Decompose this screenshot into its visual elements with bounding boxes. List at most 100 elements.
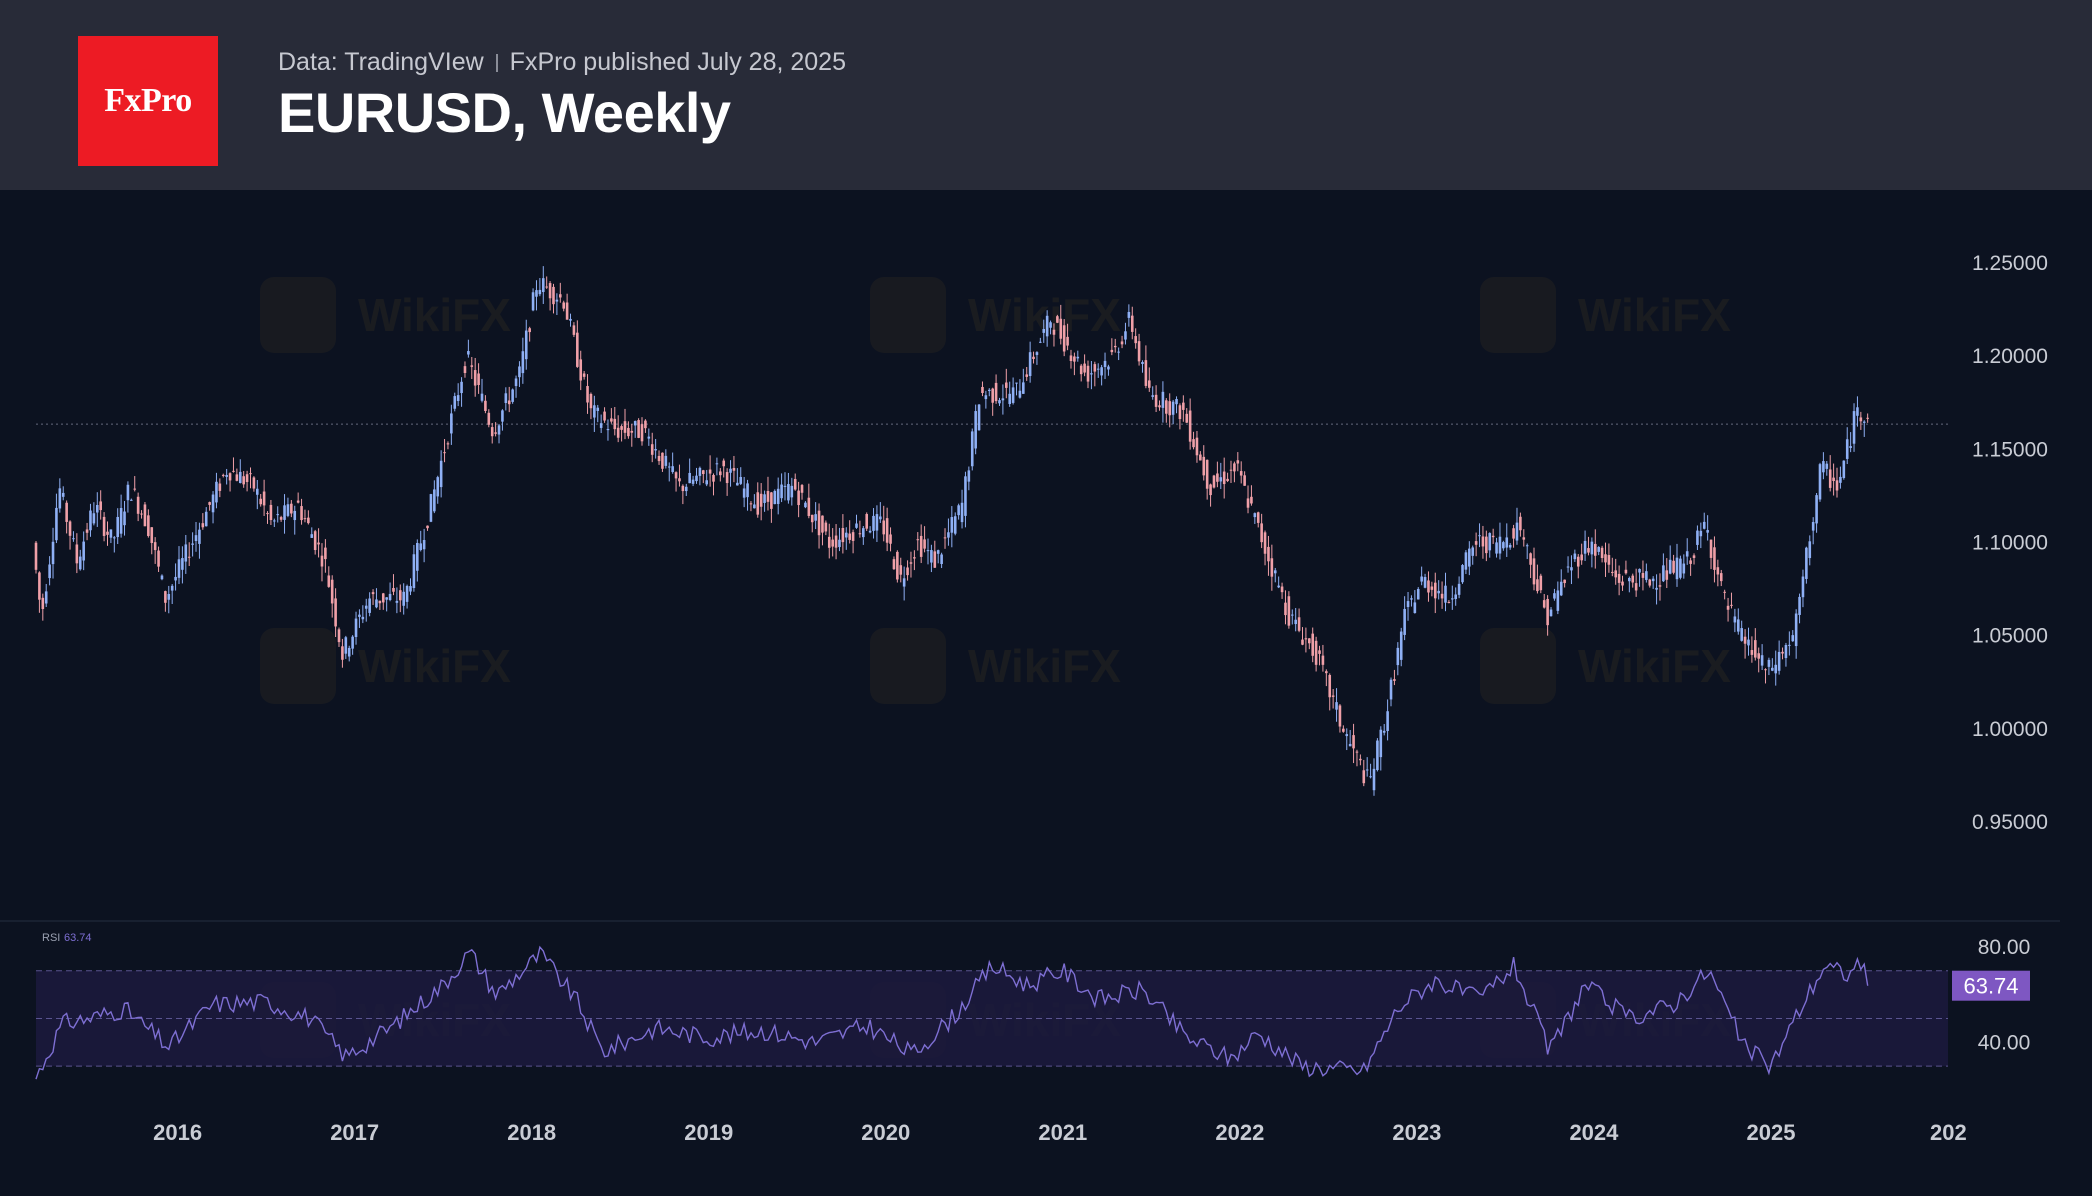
candle-body <box>1086 365 1090 382</box>
candle-body <box>970 431 974 467</box>
candle-body <box>606 429 610 431</box>
candle-body <box>426 525 429 529</box>
candle-body <box>1723 591 1726 593</box>
candle-body <box>810 514 814 523</box>
price-tick-label: 1.15000 <box>1972 438 2048 461</box>
candle-body <box>82 541 85 561</box>
candle-body <box>1474 541 1478 545</box>
candle-body <box>1624 569 1628 574</box>
candle-body <box>1505 537 1509 548</box>
candle-body <box>576 332 579 367</box>
candle-body <box>1239 471 1243 476</box>
candle-body <box>463 366 467 374</box>
candle-body <box>960 502 964 523</box>
candle-body <box>1682 563 1686 574</box>
candle-body <box>1832 477 1835 482</box>
candle-body <box>385 597 388 600</box>
candle-body <box>892 559 896 570</box>
candle-body <box>1515 522 1519 541</box>
candle-body <box>1185 413 1189 423</box>
candle-body <box>1743 636 1747 644</box>
candle-body <box>1587 548 1590 553</box>
watermark-logo-icon <box>260 277 336 353</box>
candle-body <box>838 539 841 548</box>
candle-body <box>739 477 743 484</box>
rsi-tick-label: 40.00 <box>1978 1031 2031 1054</box>
candle-body <box>964 476 967 516</box>
candle-body <box>613 418 617 430</box>
candle-body <box>950 517 954 533</box>
candle-body <box>1110 349 1114 353</box>
candle-body <box>1399 631 1403 660</box>
candle-body <box>555 299 559 302</box>
candle-body <box>902 578 906 587</box>
candle-body <box>422 540 426 550</box>
candle-body <box>99 501 102 511</box>
candle-body <box>736 482 739 486</box>
candle-body <box>1246 498 1250 508</box>
candle-body <box>916 539 920 541</box>
candle-body <box>1273 570 1277 574</box>
candle-body <box>1423 577 1427 588</box>
candle-body <box>1416 589 1420 600</box>
candle-body <box>552 286 555 305</box>
candle-body <box>729 468 732 473</box>
watermark-text: WikiFX <box>968 640 1121 692</box>
candle-body <box>1512 528 1515 539</box>
candle-body <box>378 600 382 604</box>
candle-body <box>1862 421 1866 423</box>
candle-body <box>1427 580 1430 593</box>
candle-body <box>511 389 514 402</box>
candle-body <box>1212 475 1216 488</box>
candle-body <box>1284 602 1287 616</box>
candle-body <box>262 491 266 506</box>
candle-body <box>1685 551 1689 557</box>
candle-body <box>1672 560 1675 573</box>
candle-body <box>1314 640 1318 665</box>
candle-body <box>1655 587 1658 590</box>
candle-body <box>484 400 487 411</box>
candle-body <box>1481 536 1485 547</box>
candle-body <box>1243 475 1246 486</box>
candle-body <box>824 522 828 532</box>
candle-body <box>531 292 535 311</box>
candle-body <box>538 289 542 295</box>
candle-body <box>521 351 525 374</box>
candle-body <box>919 535 923 557</box>
candle-body <box>1583 540 1587 554</box>
candle-body <box>858 533 862 535</box>
candle-body <box>565 302 569 320</box>
candle-body <box>443 452 446 454</box>
candle-body <box>647 436 651 439</box>
candle-body <box>1699 530 1703 537</box>
candle-body <box>831 539 834 547</box>
candle-body <box>1059 318 1063 339</box>
candle-body <box>780 484 783 499</box>
price-tick-label: 1.20000 <box>1972 345 2048 368</box>
candle-body <box>65 502 68 522</box>
candle-body <box>834 535 838 548</box>
candle-body <box>548 283 552 299</box>
candle-body <box>776 488 780 504</box>
candle-body <box>324 547 327 560</box>
candle-body <box>1658 585 1662 587</box>
candle-body <box>1035 352 1039 355</box>
candle-body <box>994 382 998 402</box>
candle-body <box>1760 655 1764 666</box>
candle-body <box>1777 651 1781 671</box>
candle-body <box>896 551 899 580</box>
candle-body <box>1372 768 1376 791</box>
candle-body <box>368 598 371 613</box>
candle-body <box>1137 341 1141 362</box>
candle-body <box>1056 316 1059 323</box>
candle-body <box>48 564 51 579</box>
candle-body <box>756 492 760 515</box>
candle-body <box>75 544 79 564</box>
candle-body <box>1502 542 1505 549</box>
candle-body <box>456 395 460 401</box>
candle-body <box>1032 356 1035 360</box>
candle-body <box>1805 547 1808 579</box>
candle-body <box>286 504 290 516</box>
candle-body <box>106 531 109 535</box>
candle-body <box>664 455 668 466</box>
